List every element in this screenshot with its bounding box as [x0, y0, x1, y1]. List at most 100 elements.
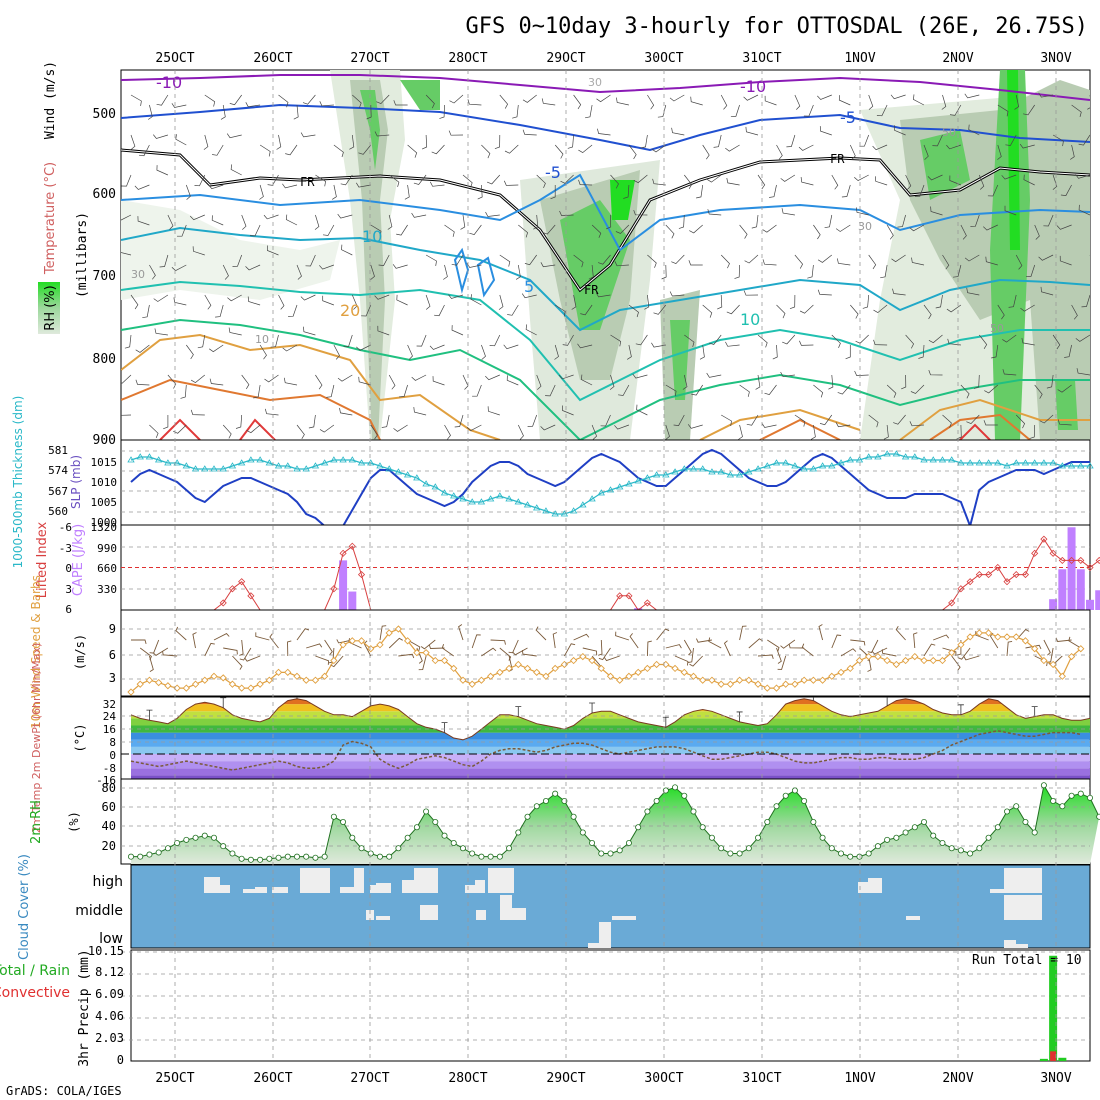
- rh-line: [131, 783, 1100, 861]
- wind-speed-point: [145, 676, 154, 684]
- wind-barb: [239, 639, 244, 656]
- wind-barb: [1057, 384, 1072, 393]
- wind-barb: [789, 294, 796, 310]
- wind-barb: [153, 294, 169, 302]
- wind-barb: [580, 304, 593, 316]
- precip-bars: [1039, 955, 1067, 1061]
- thickness-point: [459, 495, 467, 502]
- wind-barb: [1020, 304, 1035, 312]
- rh-point: [810, 819, 817, 826]
- wind-barb: [665, 424, 670, 440]
- wind-speed-point: [920, 656, 928, 665]
- wind-barb: [407, 144, 418, 158]
- ylabel-millibars: (millibars): [75, 212, 90, 298]
- rh-point: [727, 850, 734, 857]
- wind-barb: [923, 643, 936, 657]
- temp-tick: 32: [103, 698, 116, 711]
- wind-barb: [340, 174, 353, 186]
- wind-barb: [776, 304, 786, 319]
- wind-barb: [444, 424, 451, 440]
- wind-barb: [788, 643, 805, 649]
- rh-point: [284, 853, 291, 860]
- thickness-point: [376, 462, 384, 469]
- thickness-point: [1049, 459, 1057, 466]
- rh-point: [127, 853, 134, 860]
- rh-point: [755, 834, 762, 841]
- wind-barb: [905, 174, 912, 190]
- thickness-point: [662, 471, 670, 478]
- thickness-panel: 581 574 567 560 1015 1010 1005 1000 1000…: [11, 396, 1094, 568]
- thickness-point: [1067, 462, 1076, 469]
- rh-point: [533, 803, 540, 810]
- wind-barb: [647, 94, 655, 110]
- wind-barb: [152, 647, 169, 656]
- wind-speed-point: [385, 629, 393, 637]
- thickness-point: [450, 492, 458, 499]
- wind-barb: [425, 294, 431, 310]
- date-label: 1NOV: [844, 51, 875, 66]
- thickness-point: [237, 459, 246, 466]
- wind-speed-point: [486, 672, 495, 680]
- wind-barb: [777, 655, 787, 670]
- wind-barb: [767, 639, 780, 652]
- wind-barb: [794, 414, 806, 427]
- ytick-label: 500: [93, 107, 116, 122]
- wind-speed-point: [136, 680, 144, 688]
- lifted-index-point: [219, 599, 227, 607]
- wind-barb: [407, 639, 421, 652]
- thickness-point: [947, 456, 956, 463]
- wind-barb: [296, 424, 305, 439]
- date-label: 2NOV: [942, 51, 973, 66]
- rh-point: [1096, 813, 1100, 820]
- wind-barb: [909, 421, 925, 427]
- rh-shading: [121, 70, 1090, 440]
- wind-barb: [739, 224, 748, 239]
- rh-point: [570, 813, 577, 820]
- wind-barb: [799, 340, 814, 346]
- wind-barb: [381, 414, 390, 428]
- thickness-point: [569, 507, 578, 514]
- thickness-point: [505, 495, 513, 502]
- rh-point: [874, 843, 881, 850]
- temp-minmax-bar: [662, 716, 669, 728]
- wind-barb: [322, 295, 335, 306]
- wind-barb: [923, 304, 932, 320]
- lifted-index-point: [1021, 571, 1030, 579]
- wind-barb: [963, 655, 980, 661]
- wind-barb: [689, 655, 704, 667]
- wind-speed-point: [643, 664, 652, 673]
- wind-barb: [554, 344, 559, 360]
- wind-barb: [875, 176, 888, 186]
- cape-bar: [348, 591, 357, 610]
- precip-total-bar: [1058, 1057, 1067, 1061]
- thickness-point: [339, 456, 347, 463]
- wind-barb: [454, 414, 464, 428]
- wind-speed-point: [837, 668, 845, 676]
- date-label: 27OCT: [350, 51, 389, 66]
- wind-barb: [429, 344, 445, 350]
- wind-barb: [745, 126, 759, 136]
- wind-barb: [837, 384, 851, 395]
- wind-barb: [1046, 374, 1054, 389]
- wind-barb: [204, 294, 212, 310]
- cape-bar: [1076, 569, 1085, 610]
- wind-barb: [614, 261, 629, 267]
- wind-speed-point: [994, 633, 1002, 641]
- wind-barb: [616, 97, 629, 106]
- temp-tick: -8: [103, 762, 116, 775]
- wind-barb: [296, 264, 302, 280]
- wind-barb: [721, 414, 732, 426]
- wind-barb: [1078, 204, 1090, 216]
- rh-point: [275, 854, 282, 861]
- wind-barb: [801, 643, 814, 657]
- wind-barb: [935, 294, 943, 309]
- wind-barb: [287, 640, 292, 657]
- wind-barb: [522, 94, 537, 103]
- thickness-point: [763, 462, 771, 469]
- wind-barb: [757, 654, 774, 659]
- wind-barb: [228, 327, 242, 336]
- wind-barb: [138, 144, 150, 157]
- thickness-point: [173, 459, 181, 466]
- wind-barb: [131, 639, 147, 645]
- wind-barb: [597, 254, 611, 265]
